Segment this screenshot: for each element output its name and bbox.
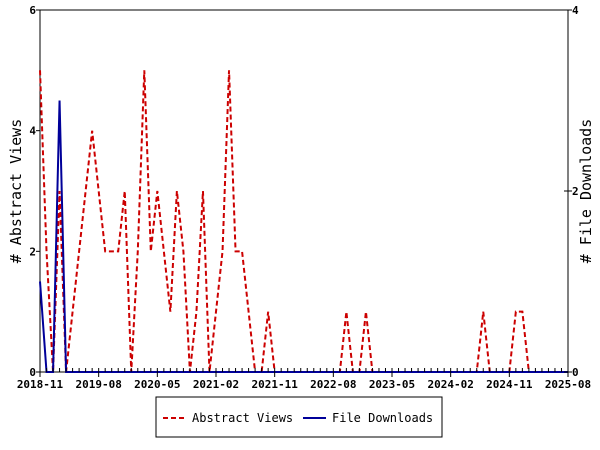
x-tick-label: 2020-05: [134, 378, 180, 391]
y-tick-label: 0: [29, 366, 36, 379]
x-tick-label: 2021-02: [193, 378, 239, 391]
x-tick-label: 2023-05: [369, 378, 415, 391]
y2-axis-title: # File Downloads: [577, 119, 595, 264]
y-axis-title: # Abstract Views: [7, 119, 25, 264]
legend-label-abstract-views: Abstract Views: [192, 411, 293, 425]
y-tick-label: 2: [29, 245, 36, 258]
x-tick-label: 2025-08: [545, 378, 591, 391]
y-tick-label: 4: [29, 125, 36, 138]
x-tick-label: 2024-02: [427, 378, 473, 391]
x-tick-label: 2021-11: [251, 378, 298, 391]
series-line-abstract-views: [39, 70, 568, 373]
legend-box: [155, 396, 443, 438]
legend-label-file-downloads: File Downloads: [332, 411, 433, 425]
plot-frame: [39, 9, 569, 373]
x-tick-label: 2022-08: [310, 378, 356, 391]
x-tick-label: 2019-08: [75, 378, 121, 391]
y2-tick-label: 4: [572, 4, 579, 17]
y2-tick-label: 2: [572, 185, 579, 198]
x-tick-label: 2018-11: [17, 378, 64, 391]
series-line-file-downloads: [39, 100, 568, 373]
y2-tick-label: 0: [572, 366, 579, 379]
y-tick-label: 6: [29, 4, 36, 17]
x-tick-label: 2024-11: [486, 378, 533, 391]
